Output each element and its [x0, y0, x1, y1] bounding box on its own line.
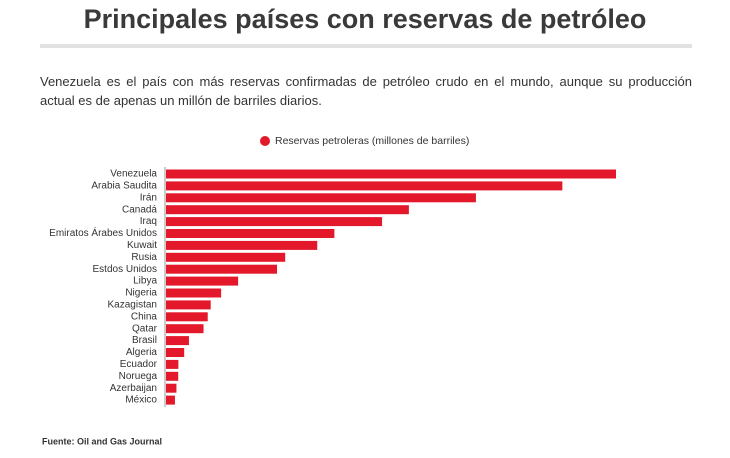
bar: [166, 359, 179, 369]
bar: [166, 348, 185, 357]
legend-label: Reservas petroleras (millones de barrile…: [275, 135, 469, 147]
bar: [166, 288, 222, 298]
title-rule: [40, 44, 692, 48]
bar: [166, 371, 179, 381]
y-tick-label: México: [125, 395, 157, 406]
y-tick-label: Canadá: [122, 204, 157, 215]
y-tick-label: Venezuela: [110, 169, 157, 180]
y-tick-label: Estdos Unidos: [93, 264, 157, 275]
y-tick-label: Irán: [140, 192, 157, 203]
bar: [166, 193, 476, 203]
bar: [166, 300, 211, 310]
y-tick-label: Brasil: [132, 335, 157, 346]
y-tick-label: Iraq: [140, 216, 157, 227]
bar: [166, 229, 335, 238]
legend-swatch: [260, 136, 270, 146]
bar: [166, 312, 208, 322]
bar: [166, 264, 278, 274]
y-tick-label: Kuwait: [127, 240, 157, 251]
y-tick-label: Rusia: [131, 252, 157, 263]
y-tick-label: Kazagistan: [108, 300, 157, 311]
bar: [166, 276, 239, 286]
chart-subtitle: Venezuela es el país con más reservas co…: [40, 74, 692, 108]
y-tick-label: Libya: [133, 276, 157, 287]
y-tick-label: Qatar: [132, 323, 158, 334]
y-tick-label: China: [131, 311, 158, 322]
y-tick-label: Arabia Saudita: [91, 181, 157, 192]
bar: [166, 181, 563, 191]
bar: [166, 240, 318, 250]
y-tick-label: Algeria: [126, 347, 158, 358]
bar: [166, 336, 189, 346]
y-tick-label: Nigeria: [125, 288, 157, 299]
bar: [166, 383, 177, 393]
bar: [166, 205, 409, 215]
y-tick-label: Noruega: [119, 371, 158, 382]
bar: [166, 217, 383, 227]
bar: [166, 324, 204, 334]
y-tick-label: Emiratos Árabes Unidos: [49, 226, 157, 239]
source: Fuente: Oil and Gas Journal: [42, 436, 162, 446]
chart-title: Principales países con reservas de petró…: [83, 4, 647, 34]
y-tick-label: Azerbaijan: [110, 383, 157, 394]
y-tick-label: Ecuador: [120, 359, 158, 370]
bar: [166, 252, 286, 262]
bar: [166, 395, 175, 405]
bar: [166, 169, 616, 179]
